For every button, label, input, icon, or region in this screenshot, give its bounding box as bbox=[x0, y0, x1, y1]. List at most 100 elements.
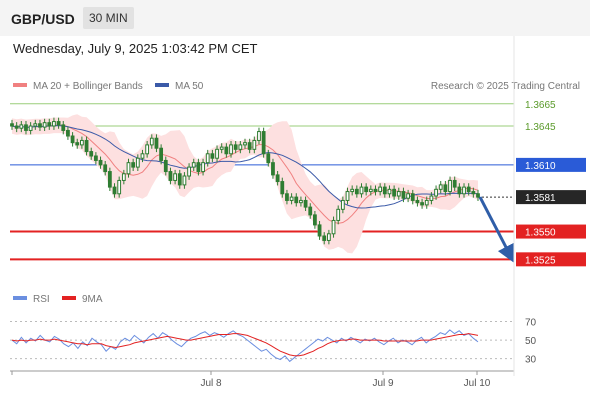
candle bbox=[56, 117, 61, 129]
candle bbox=[47, 118, 52, 130]
candle bbox=[471, 187, 476, 198]
candle bbox=[373, 185, 378, 196]
candle bbox=[224, 143, 229, 158]
candle bbox=[219, 143, 224, 154]
candle bbox=[336, 205, 341, 225]
top-bar: GBP/USD 30 MIN bbox=[0, 0, 590, 36]
candle bbox=[247, 138, 252, 154]
candle bbox=[177, 169, 182, 189]
candle bbox=[299, 196, 303, 207]
candle bbox=[294, 193, 299, 207]
candle bbox=[33, 119, 38, 130]
candle bbox=[466, 183, 471, 196]
timeframe-badge[interactable]: 30 MIN bbox=[83, 7, 134, 29]
candle bbox=[317, 221, 322, 240]
candle bbox=[112, 183, 117, 198]
candle bbox=[66, 126, 70, 140]
level-box-1-3550 bbox=[516, 224, 586, 239]
candle bbox=[434, 185, 438, 200]
candle bbox=[117, 176, 122, 198]
candle bbox=[80, 136, 84, 149]
x-tick-label-0: Jul 8 bbox=[200, 378, 222, 389]
level-label-1-3550: 1.3550 bbox=[525, 228, 556, 239]
candle bbox=[271, 158, 275, 179]
candle bbox=[215, 145, 219, 163]
candle bbox=[252, 136, 257, 154]
candle bbox=[415, 196, 420, 207]
candle bbox=[168, 167, 173, 185]
candle bbox=[154, 134, 159, 153]
candle bbox=[308, 203, 313, 219]
candle bbox=[424, 196, 429, 209]
candle bbox=[121, 169, 126, 185]
candle bbox=[61, 121, 66, 135]
candle bbox=[401, 187, 406, 203]
candle bbox=[285, 189, 289, 205]
candle bbox=[289, 193, 294, 205]
candle bbox=[182, 172, 187, 189]
rsi-tick-50: 50 bbox=[525, 336, 537, 347]
candle bbox=[326, 229, 331, 245]
candle bbox=[438, 181, 443, 194]
bollinger-band bbox=[12, 114, 478, 254]
candle bbox=[233, 141, 238, 154]
candle bbox=[354, 185, 359, 198]
candle bbox=[313, 211, 317, 229]
level-label-1-3581: 1.3581 bbox=[525, 193, 556, 204]
candle bbox=[257, 127, 261, 145]
candle bbox=[107, 167, 112, 191]
candle bbox=[280, 177, 285, 198]
candle bbox=[331, 216, 336, 238]
ma20-legend-swatch bbox=[13, 83, 27, 87]
candle bbox=[159, 144, 164, 165]
candle bbox=[191, 158, 196, 171]
candle bbox=[266, 149, 271, 167]
candle bbox=[149, 134, 154, 149]
candle bbox=[14, 122, 19, 133]
level-box-1-3581 bbox=[516, 190, 586, 205]
candle bbox=[382, 183, 387, 198]
ma20-legend-label: MA 20 + Bollinger Bands bbox=[33, 81, 143, 92]
candle bbox=[196, 158, 201, 176]
candle bbox=[243, 138, 247, 149]
candle bbox=[140, 149, 145, 163]
candle bbox=[410, 189, 415, 205]
ma50-legend-swatch bbox=[155, 83, 169, 87]
x-tick-label-1: Jul 9 bbox=[372, 378, 394, 389]
candle bbox=[350, 185, 355, 196]
level-label-1-3610: 1.3610 bbox=[525, 161, 556, 172]
candle bbox=[368, 185, 373, 196]
candle bbox=[205, 149, 210, 167]
forecast-arrow bbox=[478, 196, 515, 263]
rsi-legend-swatch bbox=[13, 296, 27, 300]
level-box-1-3525 bbox=[516, 252, 586, 267]
candle bbox=[84, 136, 89, 156]
candle bbox=[19, 121, 24, 133]
candle bbox=[387, 185, 392, 198]
level-label-1-3665: 1.3665 bbox=[525, 100, 556, 111]
candle bbox=[135, 154, 140, 171]
candle bbox=[322, 232, 327, 245]
candle bbox=[275, 171, 280, 186]
level-box-1-3610 bbox=[516, 157, 586, 172]
candle bbox=[462, 183, 466, 198]
timestamp: Wednesday, July 9, 2025 1:03:42 PM CET bbox=[13, 41, 258, 56]
candle bbox=[364, 183, 369, 196]
candle bbox=[10, 119, 14, 130]
rsi-ma-legend-swatch bbox=[62, 296, 76, 300]
rsi-tick-70: 70 bbox=[525, 318, 537, 329]
rsi-ma-legend-label: 9MA bbox=[82, 294, 103, 305]
candle bbox=[340, 196, 345, 214]
candle bbox=[126, 158, 131, 178]
level-label-1-3525: 1.3525 bbox=[525, 255, 556, 266]
candle bbox=[163, 156, 168, 176]
candle bbox=[443, 181, 448, 196]
candle bbox=[38, 119, 42, 131]
candle bbox=[261, 127, 266, 158]
candle bbox=[42, 118, 47, 131]
candle bbox=[392, 185, 397, 200]
x-tick-label-2: Jul 10 bbox=[464, 378, 491, 389]
candle bbox=[98, 156, 103, 169]
candle bbox=[452, 176, 457, 191]
